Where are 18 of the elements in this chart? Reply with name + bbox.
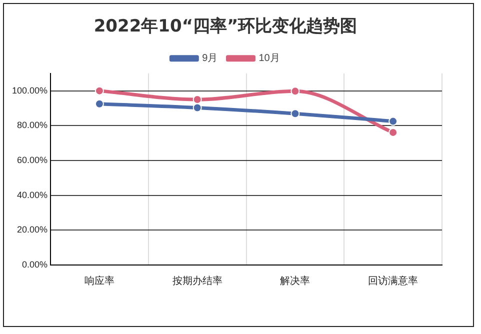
point [94,86,104,96]
x-tick-label: 回访满意率 [368,274,418,287]
y-tick-label: 100.00% [12,85,48,96]
y-tick-label: 0.00% [22,259,48,270]
y-tick-label: 60.00% [17,154,48,165]
legend-label: 10月 [258,53,280,64]
y-tick-label: 40.00% [17,190,48,200]
point [192,103,202,112]
legend-label: 9月 [202,53,218,64]
chart-title: 2022年10“四率”环比变化趋势图 [94,16,358,37]
point [290,109,300,118]
point [290,86,300,96]
y-tick-label: 20.00% [17,224,48,235]
x-tick-label: 按期办结率 [172,274,222,287]
point [388,116,398,126]
y-tick-label: 80.00% [17,120,48,130]
x-tick-label: 解决率 [280,274,310,287]
x-tick-label: 响应率 [84,274,114,287]
